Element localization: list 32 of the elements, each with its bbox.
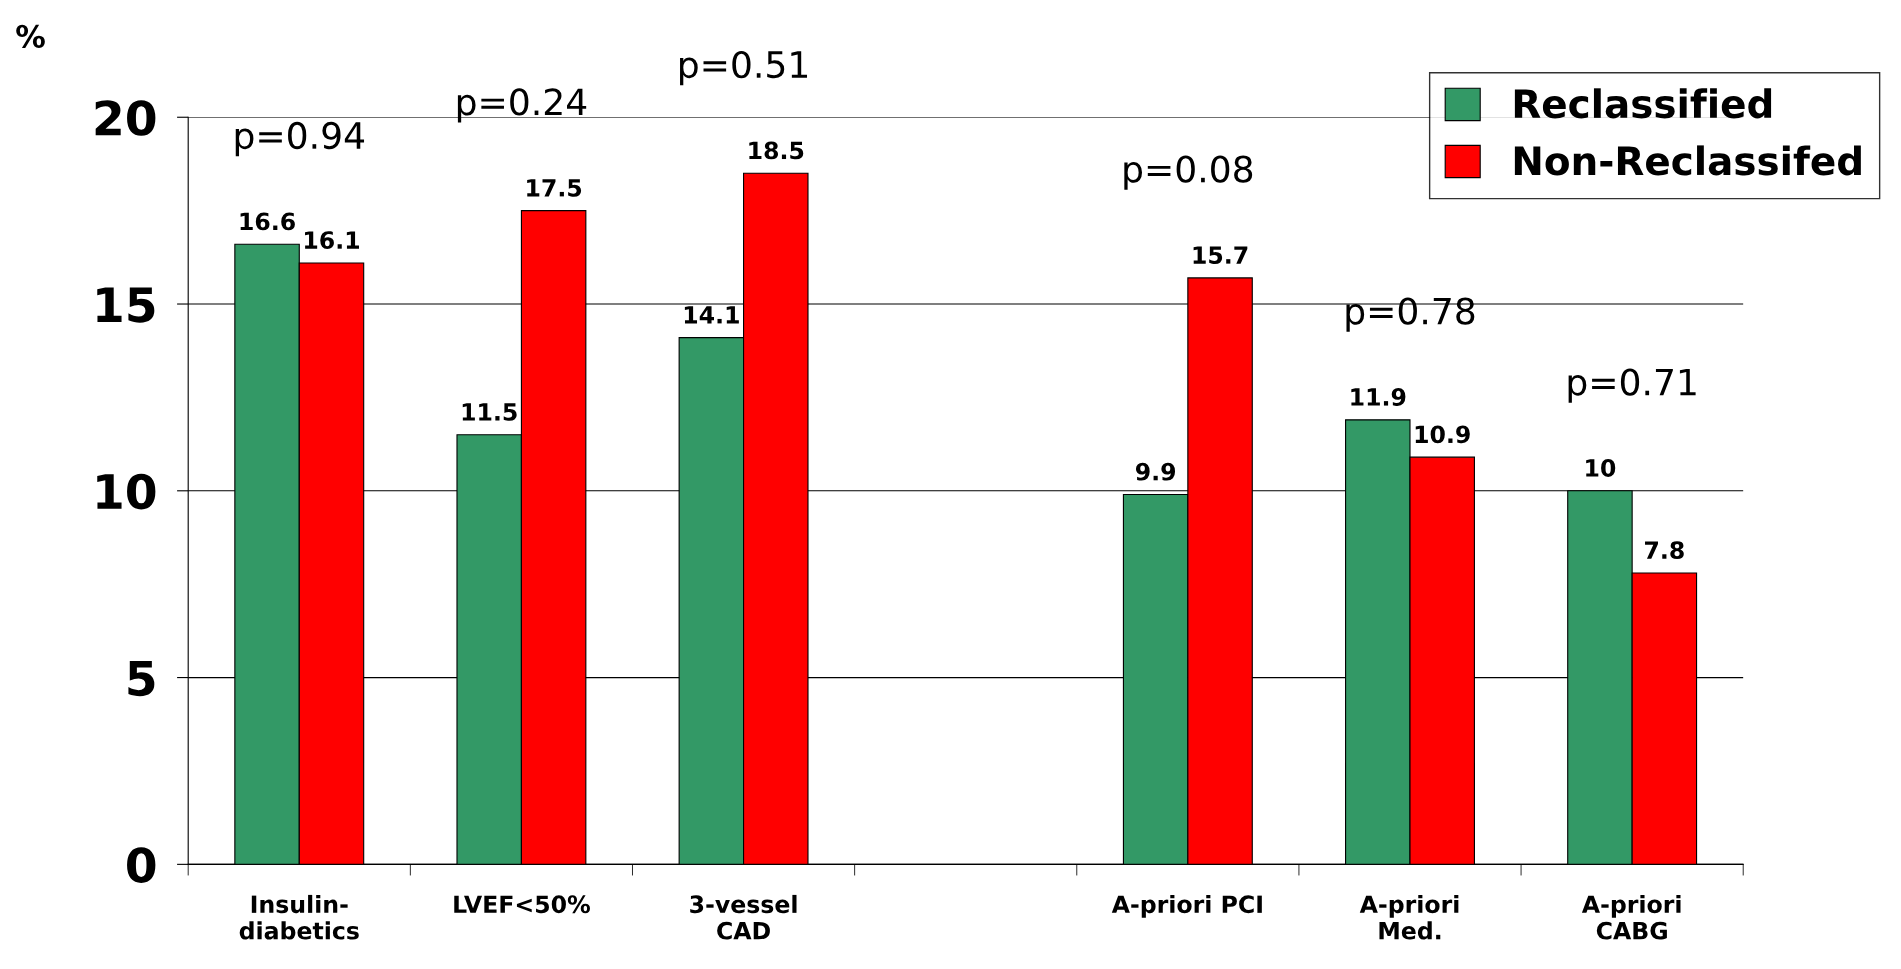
- legend-label: Non-Reclassifed: [1514, 145, 1861, 176]
- y-tick-label: 15: [97, 287, 155, 323]
- y-tick-label: 5: [128, 661, 155, 697]
- y-tick-label: 20: [95, 100, 156, 136]
- x-tick-label: 3-vessel CAD: [690, 894, 797, 940]
- y-tick-label: 10: [97, 473, 156, 510]
- legend-label: Reclassified: [1514, 88, 1772, 119]
- data-label: 16.6: [240, 212, 295, 231]
- data-label: 10: [1586, 459, 1616, 477]
- x-tick-label: A-priori PCI: [1111, 894, 1262, 918]
- data-label: 15.7: [1193, 246, 1248, 264]
- y-axis-title: %: [16, 24, 45, 48]
- annotation: p=0.24: [457, 88, 587, 123]
- data-label: 11.9: [1351, 388, 1406, 406]
- data-label: 9.9: [1135, 462, 1176, 481]
- x-tick-label: A-priori CABG: [1581, 894, 1681, 940]
- y-tick-label: 0: [127, 847, 156, 883]
- annotation: p=0.78: [1346, 297, 1475, 332]
- data-label: 17.5: [527, 179, 582, 197]
- x-tick-label: A-priori Med.: [1359, 894, 1459, 940]
- x-tick-label: Insulin- diabetics: [239, 894, 359, 940]
- x-tick-label: LVEF<50%: [454, 895, 590, 914]
- annotation: p=0.94: [235, 121, 365, 157]
- data-label: 14.1: [684, 306, 739, 324]
- text: p=0.51: [680, 50, 808, 86]
- data-label: 7.8: [1645, 541, 1684, 560]
- annotation: p=0.71: [1568, 368, 1696, 403]
- data-label: 11.5: [462, 403, 517, 421]
- data-label: 18.5: [749, 141, 804, 160]
- data-label: 10.9: [1415, 425, 1470, 444]
- annotation: p=0.08: [1124, 155, 1253, 190]
- data-label: 16.1: [305, 231, 359, 250]
